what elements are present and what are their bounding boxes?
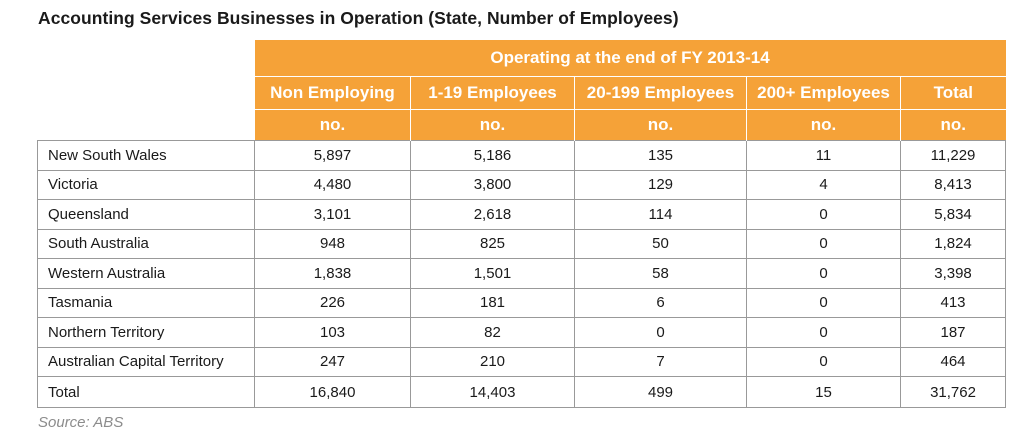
value-cell: 0 <box>746 346 901 377</box>
value-cell: 948 <box>254 228 411 259</box>
value-cell: 181 <box>410 287 575 318</box>
unit-label: no. <box>574 109 747 141</box>
value-cell: 5,897 <box>254 140 411 171</box>
value-cell: 3,398 <box>899 258 1007 289</box>
column-header-1-19: 1-19 Employees <box>410 76 575 110</box>
source-note: Source: ABS <box>38 414 124 431</box>
value-cell: 5,186 <box>410 140 575 171</box>
state-name: Tasmania <box>37 287 255 318</box>
value-cell: 6 <box>574 287 747 318</box>
value-cell: 58 <box>574 258 747 289</box>
value-cell: 16,840 <box>254 376 411 408</box>
table-row: Northern Territory 103 82 0 0 187 <box>37 317 1007 348</box>
table-title: Accounting Services Businesses in Operat… <box>38 8 679 28</box>
state-name: New South Wales <box>37 140 255 171</box>
corner-cell <box>37 109 255 141</box>
value-cell: 11,229 <box>899 140 1007 171</box>
value-cell: 3,800 <box>410 169 575 200</box>
unit-row: no. no. no. no. no. <box>37 109 1006 141</box>
table-row: Queensland 3,101 2,618 114 0 5,834 <box>37 199 1007 230</box>
value-cell: 8,413 <box>899 169 1007 200</box>
value-cell: 15 <box>746 376 901 408</box>
value-cell: 50 <box>574 228 747 259</box>
column-header-200-plus: 200+ Employees <box>746 76 901 110</box>
value-cell: 247 <box>254 346 411 377</box>
value-cell: 413 <box>899 287 1007 318</box>
column-header-20-199: 20-199 Employees <box>574 76 747 110</box>
group-header-row: Operating at the end of FY 2013-14 <box>37 40 1006 77</box>
state-name: Northern Territory <box>37 317 255 348</box>
table-row: Western Australia 1,838 1,501 58 0 3,398 <box>37 258 1007 289</box>
value-cell: 103 <box>254 317 411 348</box>
table-row: South Australia 948 825 50 0 1,824 <box>37 228 1007 259</box>
value-cell: 31,762 <box>899 376 1007 408</box>
value-cell: 0 <box>574 317 747 348</box>
corner-cell <box>37 76 255 110</box>
value-cell: 0 <box>746 199 901 230</box>
unit-label: no. <box>746 109 901 141</box>
value-cell: 5,834 <box>899 199 1007 230</box>
value-cell: 14,403 <box>410 376 575 408</box>
value-cell: 4,480 <box>254 169 411 200</box>
unit-label: no. <box>254 109 411 141</box>
value-cell: 135 <box>574 140 747 171</box>
value-cell: 82 <box>410 317 575 348</box>
column-header-row: Non Employing 1-19 Employees 20-199 Empl… <box>37 76 1006 110</box>
state-name: Australian Capital Territory <box>37 346 255 377</box>
value-cell: 114 <box>574 199 747 230</box>
state-name: Total <box>37 376 255 408</box>
data-table: Operating at the end of FY 2013-14 Non E… <box>37 40 1007 408</box>
value-cell: 1,501 <box>410 258 575 289</box>
table-row: New South Wales 5,897 5,186 135 11 11,22… <box>37 140 1007 171</box>
table-row: Victoria 4,480 3,800 129 4 8,413 <box>37 169 1007 200</box>
value-cell: 0 <box>746 228 901 259</box>
total-row: Total 16,840 14,403 499 15 31,762 <box>37 376 1007 408</box>
value-cell: 11 <box>746 140 901 171</box>
value-cell: 129 <box>574 169 747 200</box>
corner-cell <box>37 40 255 77</box>
value-cell: 3,101 <box>254 199 411 230</box>
value-cell: 210 <box>410 346 575 377</box>
group-header: Operating at the end of FY 2013-14 <box>254 40 1006 77</box>
value-cell: 464 <box>899 346 1007 377</box>
table-row: Australian Capital Territory 247 210 7 0… <box>37 346 1007 377</box>
value-cell: 1,838 <box>254 258 411 289</box>
state-name: Victoria <box>37 169 255 200</box>
value-cell: 2,618 <box>410 199 575 230</box>
column-header-non-employing: Non Employing <box>254 76 411 110</box>
unit-label: no. <box>899 109 1006 141</box>
value-cell: 187 <box>899 317 1007 348</box>
value-cell: 0 <box>746 317 901 348</box>
column-header-total: Total <box>899 76 1006 110</box>
value-cell: 7 <box>574 346 747 377</box>
value-cell: 0 <box>746 287 901 318</box>
value-cell: 825 <box>410 228 575 259</box>
value-cell: 1,824 <box>899 228 1007 259</box>
value-cell: 226 <box>254 287 411 318</box>
state-name: Western Australia <box>37 258 255 289</box>
table-row: Tasmania 226 181 6 0 413 <box>37 287 1007 318</box>
value-cell: 499 <box>574 376 747 408</box>
state-name: Queensland <box>37 199 255 230</box>
value-cell: 0 <box>746 258 901 289</box>
state-name: South Australia <box>37 228 255 259</box>
unit-label: no. <box>410 109 575 141</box>
value-cell: 4 <box>746 169 901 200</box>
